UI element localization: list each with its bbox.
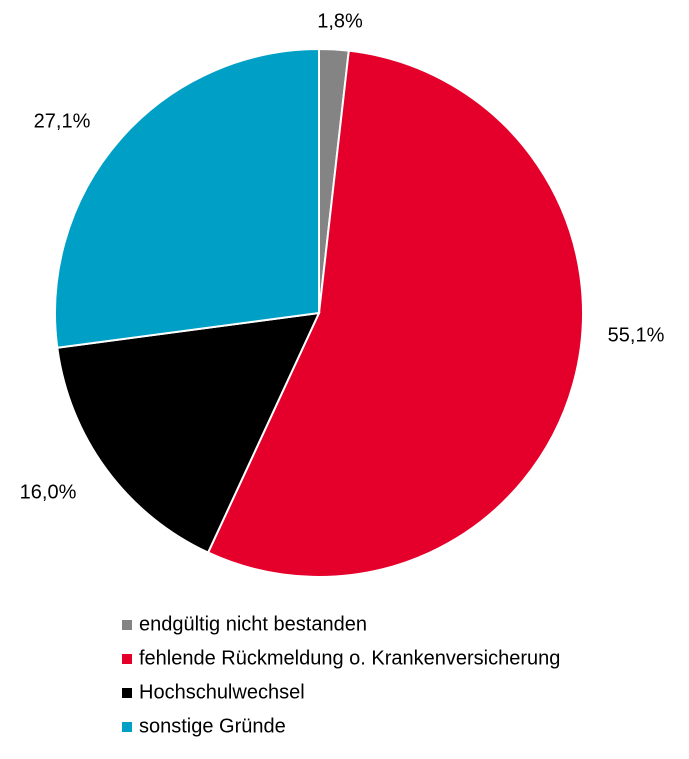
pie-slice bbox=[206, 49, 584, 578]
pie-slice bbox=[56, 311, 321, 554]
legend-swatch bbox=[122, 654, 132, 664]
legend-label: sonstige Gründe bbox=[139, 715, 286, 737]
legend-label: fehlende Rückmeldung o. Krankenversicher… bbox=[139, 647, 560, 669]
legend-label: endgültig nicht bestanden bbox=[139, 613, 367, 635]
legend-label: Hochschulwechsel bbox=[139, 681, 305, 703]
legend-swatch bbox=[122, 722, 132, 732]
data-label: 55,1% bbox=[608, 324, 665, 346]
data-label: 16,0% bbox=[20, 481, 77, 503]
data-label: 1,8% bbox=[317, 10, 363, 32]
legend-swatch bbox=[122, 620, 132, 630]
legend-swatch bbox=[122, 688, 132, 698]
pie-slice bbox=[54, 47, 320, 349]
data-label: 27,1% bbox=[34, 110, 91, 132]
